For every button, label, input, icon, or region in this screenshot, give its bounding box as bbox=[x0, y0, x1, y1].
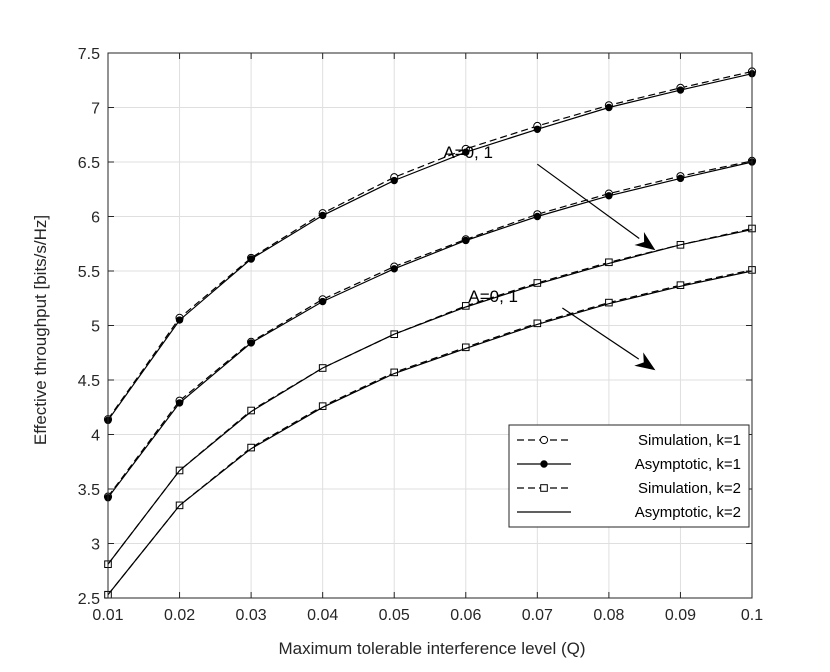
y-tick-label: 3.5 bbox=[78, 482, 100, 499]
y-tick-label: 7 bbox=[91, 101, 100, 118]
annotation-label: A=0, 1 bbox=[443, 143, 493, 162]
x-tick-label: 0.02 bbox=[164, 607, 195, 624]
series-line bbox=[107, 73, 753, 421]
y-tick-label: 5.5 bbox=[78, 264, 100, 281]
series-line bbox=[107, 229, 753, 565]
data-point-dot bbox=[605, 103, 613, 112]
data-point-dot bbox=[318, 297, 327, 306]
series-layer bbox=[103, 67, 757, 599]
data-point-dot bbox=[462, 236, 470, 245]
legend-label: Simulation, k=2 bbox=[638, 480, 741, 497]
data-point-dot bbox=[247, 255, 255, 263]
annotation-arrow-head bbox=[634, 352, 656, 371]
data-point-dot bbox=[390, 265, 398, 273]
data-point-dot bbox=[390, 176, 398, 185]
legend-box bbox=[508, 424, 750, 528]
data-point-dot bbox=[175, 316, 184, 324]
data-point-dot bbox=[462, 148, 470, 156]
data-point-dot bbox=[533, 212, 542, 221]
data-point-dot bbox=[676, 86, 685, 94]
y-tick-label: 7.5 bbox=[78, 46, 100, 63]
annotation-layer: A=0, 1 A=0, 1 bbox=[443, 143, 656, 371]
y-tick-label: 4.5 bbox=[78, 373, 100, 390]
annotation-arrow-shaft bbox=[536, 163, 640, 239]
series-line bbox=[107, 160, 753, 497]
x-tick-label: 0.03 bbox=[236, 607, 267, 624]
y-tick-label: 3 bbox=[91, 537, 100, 554]
legend-label: Asymptotic, k=2 bbox=[635, 504, 741, 521]
series-line bbox=[107, 270, 753, 596]
annotation-label: A=0, 1 bbox=[468, 287, 518, 306]
y-tick-label: 4 bbox=[91, 428, 100, 445]
x-tick-label: 0.08 bbox=[593, 607, 624, 624]
annotation-arrow-head bbox=[634, 232, 656, 251]
data-point-dot bbox=[676, 174, 685, 183]
legend: Simulation, k=1 Asymptotic, k=1 Simulation… bbox=[508, 424, 750, 528]
y-tick-label: 6.5 bbox=[78, 155, 100, 172]
x-tick-label: 0.06 bbox=[450, 607, 481, 624]
y-tick-label: 6 bbox=[91, 210, 100, 227]
data-point-dot bbox=[605, 192, 613, 200]
legend-label: Asymptotic, k=1 bbox=[635, 456, 741, 473]
y-tick-label: 2.5 bbox=[78, 591, 100, 608]
legend-label: Simulation, k=1 bbox=[638, 432, 741, 449]
tick-layer: 0.01 0.02 0.03 0.04 0.05 0.06 0.07 0.08 0.09 0.1 2… bbox=[78, 46, 763, 624]
data-point-dot bbox=[175, 399, 184, 407]
series-line bbox=[107, 161, 753, 499]
data-point-dot bbox=[318, 211, 327, 220]
x-tick-label: 0.04 bbox=[307, 607, 338, 624]
y-tick-label: 5 bbox=[91, 319, 100, 336]
annotation-arrow-shaft bbox=[562, 307, 640, 360]
x-tick-label: 0.1 bbox=[741, 607, 763, 624]
x-tick-label: 0.01 bbox=[92, 607, 123, 624]
data-point-square bbox=[247, 443, 255, 452]
x-axis-label: Maximum tolerable interference level (Q) bbox=[278, 639, 585, 658]
data-point-square bbox=[676, 281, 685, 289]
legend-marker-square bbox=[540, 484, 548, 492]
data-point-square bbox=[247, 406, 255, 415]
legend-marker-dot bbox=[540, 460, 548, 468]
x-tick-label: 0.07 bbox=[522, 607, 553, 624]
x-tick-label: 0.09 bbox=[665, 607, 696, 624]
series-line bbox=[107, 70, 753, 420]
x-tick-label: 0.05 bbox=[379, 607, 410, 624]
data-point-dot bbox=[533, 125, 542, 134]
y-axis-label: Effective throughput [bits/s/Hz] bbox=[31, 215, 50, 445]
data-point-dot bbox=[247, 339, 255, 347]
legend-marker-circle bbox=[539, 435, 549, 445]
